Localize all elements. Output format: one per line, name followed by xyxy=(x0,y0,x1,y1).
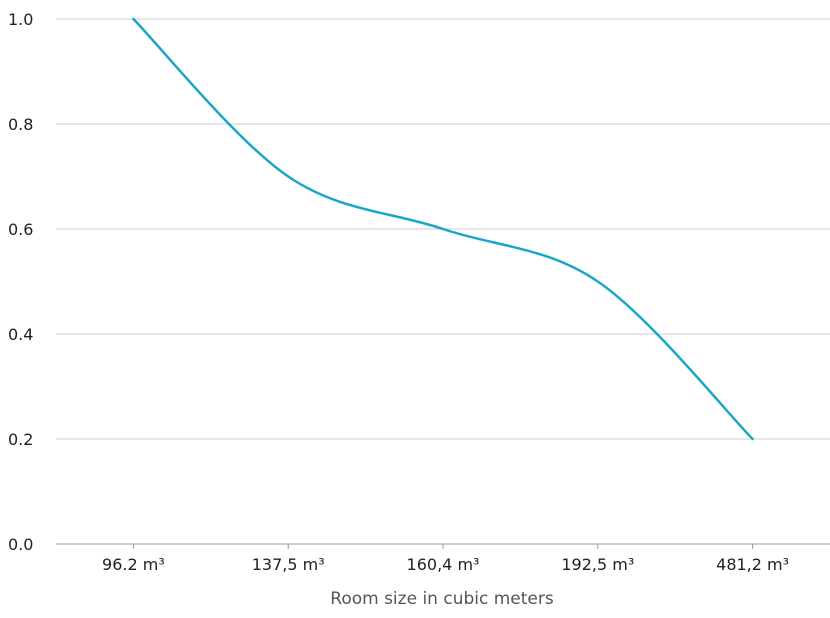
series-line xyxy=(132,17,754,441)
x-axis-title: Room size in cubic meters xyxy=(330,589,554,609)
data-point xyxy=(594,278,602,286)
x-axis-ticks: 96.2 m³ 137,5 m³ 160,4 m³ 192,5 m³ 481,2 m³ xyxy=(102,544,789,574)
x-tick-label: 137,5 m³ xyxy=(252,555,325,574)
y-tick-label: 1.0 xyxy=(8,10,33,29)
data-point xyxy=(284,173,292,181)
series-layer xyxy=(129,15,757,443)
x-tick-label: 96.2 m³ xyxy=(102,555,165,574)
x-tick-label: 192,5 m³ xyxy=(561,555,634,574)
y-tick-label: 0.8 xyxy=(8,115,33,134)
gridlines xyxy=(56,18,830,545)
y-tick-label: 0.2 xyxy=(8,430,33,449)
x-tick-label: 160,4 m³ xyxy=(407,555,480,574)
x-tick-label: 481,2 m³ xyxy=(716,555,789,574)
y-tick-label: 0.4 xyxy=(8,325,33,344)
y-tick-label: 0.0 xyxy=(8,535,33,554)
y-tick-label: 0.6 xyxy=(8,220,33,239)
data-point xyxy=(439,225,447,233)
y-axis-ticks: 0.0 0.2 0.4 0.6 0.8 1.0 xyxy=(8,10,33,554)
data-point xyxy=(129,15,137,23)
data-point xyxy=(749,435,757,443)
